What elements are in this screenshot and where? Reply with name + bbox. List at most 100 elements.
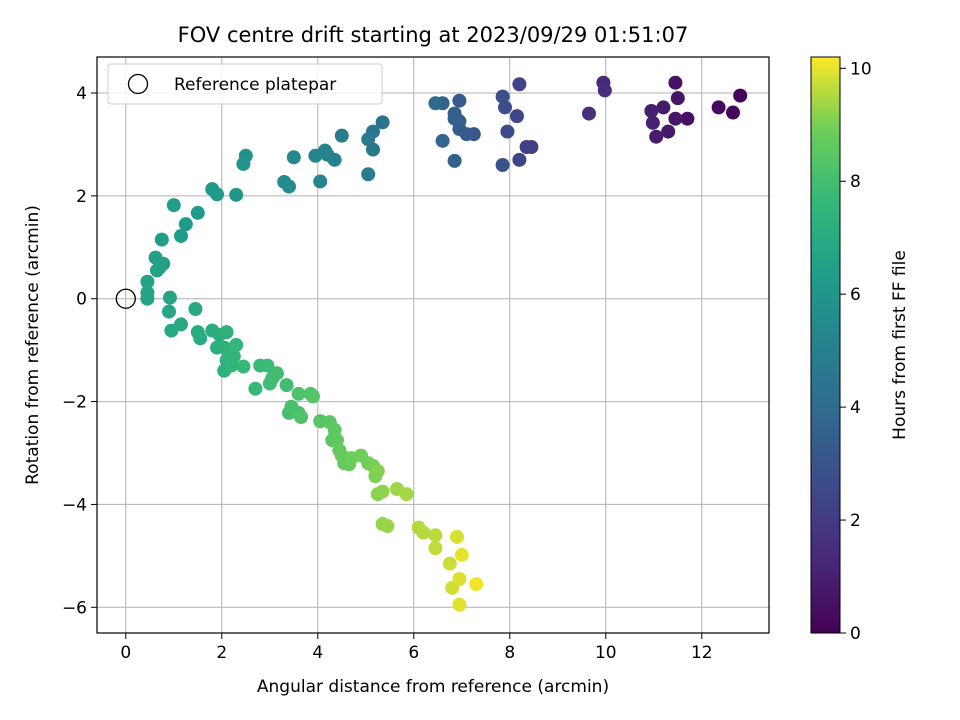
y-tick-label: −2: [62, 393, 87, 413]
colorbar-tick-label: 10: [850, 59, 872, 79]
colorbar-tick-label: 8: [850, 172, 861, 192]
legend-entry-reference: Reference platepar: [174, 75, 336, 95]
data-point: [447, 153, 462, 168]
data-point: [154, 232, 169, 247]
data-point: [450, 529, 464, 544]
data-point: [286, 150, 301, 165]
data-point: [140, 274, 155, 289]
data-point: [649, 129, 664, 144]
data-point: [661, 124, 676, 139]
y-tick-label: −6: [62, 598, 87, 618]
reference-platepar-marker: [115, 288, 136, 309]
data-point: [428, 96, 443, 111]
data-point: [188, 302, 203, 316]
data-point: [428, 528, 443, 543]
data-point: [229, 187, 244, 202]
data-point: [711, 100, 726, 115]
data-point: [512, 77, 527, 92]
legend: Reference platepar: [107, 63, 383, 105]
data-point: [248, 381, 263, 396]
data-point: [229, 338, 244, 352]
data-point: [416, 525, 431, 540]
data-point: [452, 597, 467, 612]
data-point: [174, 228, 188, 243]
x-axis-label: Angular distance from reference (arcmin): [257, 677, 609, 697]
colorbar-ticks: 0 2 4 6 8 10: [840, 59, 872, 644]
colorbar-tick-label: 0: [850, 624, 861, 644]
data-point: [399, 487, 414, 502]
colorbar-tick-label: 4: [850, 398, 861, 418]
data-point: [193, 331, 208, 346]
data-point: [452, 572, 467, 586]
data-point: [166, 198, 181, 213]
legend-reference-marker: [127, 73, 149, 95]
data-point: [668, 75, 683, 90]
data-point: [226, 349, 241, 364]
data-point: [500, 124, 515, 139]
data-point: [236, 359, 251, 374]
data-point: [150, 263, 164, 278]
data-points: [140, 75, 748, 612]
data-point: [680, 111, 695, 126]
data-point: [582, 106, 596, 121]
data-point: [205, 182, 220, 197]
x-tick-label: 10: [595, 643, 617, 663]
data-point: [442, 556, 457, 571]
data-point: [726, 105, 740, 120]
reference-marker: [115, 288, 136, 309]
data-point: [291, 386, 306, 401]
data-point: [370, 464, 385, 478]
data-point: [306, 389, 320, 404]
x-tick-label: 2: [216, 643, 227, 663]
data-point: [656, 100, 671, 115]
colorbar: 0 2 4 6 8 10 Hours from first FF file: [810, 56, 910, 644]
data-point: [495, 158, 510, 172]
data-point: [361, 167, 376, 182]
x-tick-label: 4: [312, 643, 323, 663]
y-axis-label: Rotation from reference (arcmin): [23, 205, 43, 485]
data-point: [334, 128, 349, 143]
data-point: [428, 541, 443, 556]
data-point: [375, 115, 390, 130]
data-point: [270, 366, 284, 381]
data-point: [512, 152, 527, 167]
data-point: [597, 83, 612, 98]
x-tick-label: 6: [408, 643, 419, 663]
data-point: [294, 410, 308, 424]
data-point: [510, 109, 524, 124]
data-point: [498, 100, 512, 115]
data-point: [236, 156, 251, 171]
colorbar-tick-label: 2: [850, 511, 861, 531]
colorbar-tick-label: 6: [850, 285, 861, 305]
data-point: [178, 217, 193, 232]
y-tick-label: 0: [76, 290, 87, 310]
x-tick-label: 12: [691, 643, 713, 663]
colorbar-label: Hours from first FF file: [890, 250, 910, 440]
data-point: [452, 93, 467, 108]
data-point: [645, 115, 660, 130]
chart-title: FOV centre drift starting at 2023/09/29 …: [178, 23, 689, 47]
data-point: [733, 88, 748, 103]
data-point: [148, 250, 163, 265]
y-tick-label: −4: [62, 495, 87, 515]
x-axis-ticks: 0 2 4 6 8 10 12: [120, 633, 713, 663]
plot-frame: [96, 56, 770, 634]
data-point: [320, 147, 335, 162]
data-point: [313, 174, 328, 189]
data-point: [644, 104, 659, 118]
data-point: [162, 304, 176, 319]
data-point: [260, 358, 275, 373]
data-point: [435, 133, 450, 148]
data-point: [375, 484, 390, 499]
data-point: [519, 140, 534, 154]
data-point: [495, 89, 510, 104]
data-point: [447, 111, 462, 126]
data-point: [361, 132, 376, 147]
data-point: [469, 577, 484, 592]
x-tick-label: 8: [504, 643, 515, 663]
data-point: [140, 291, 155, 306]
data-point: [380, 519, 395, 534]
data-point: [670, 91, 685, 106]
data-point: [279, 378, 294, 393]
